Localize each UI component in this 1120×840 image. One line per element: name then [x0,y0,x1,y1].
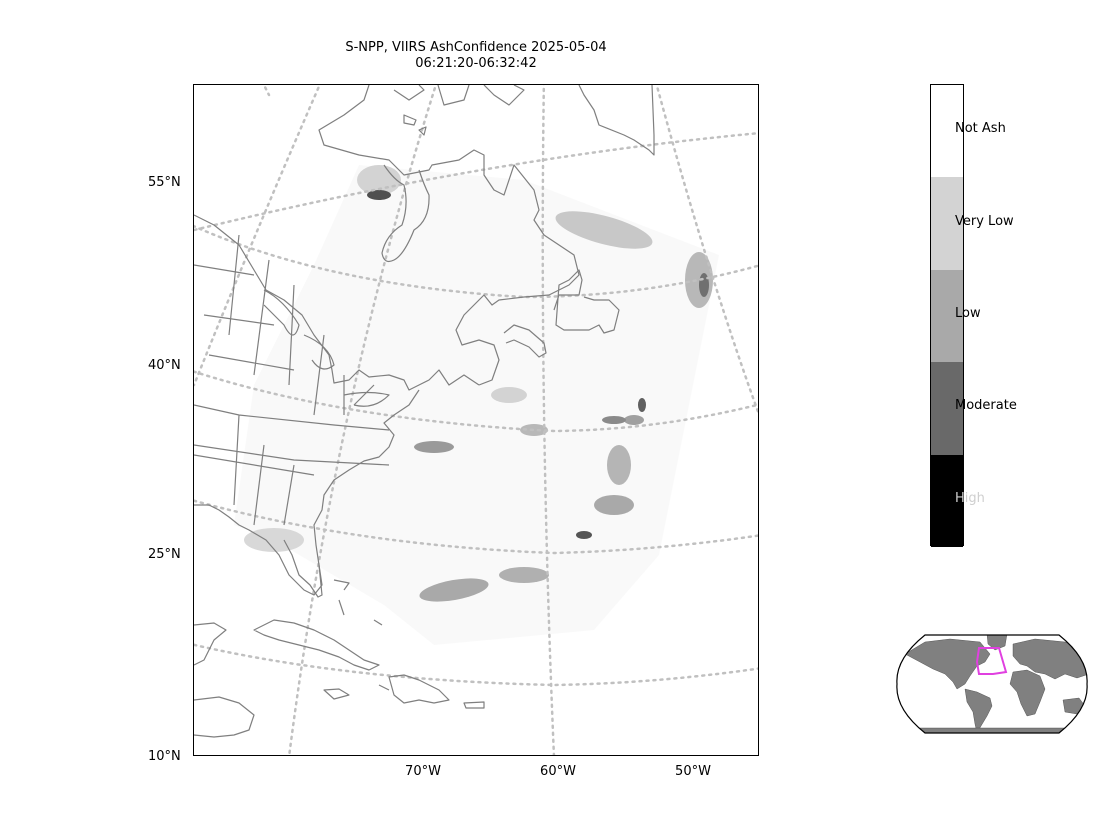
chart-title-line2: 06:21:20-06:32:42 [415,56,537,71]
ash-patch [594,495,634,515]
lon-label-70w: 70°W [405,764,441,779]
lat-label-55n: 55°N [148,175,181,190]
swath-footprint [234,165,719,645]
coastlines [194,85,655,738]
colorbar-label-very-low: Very Low [955,214,1014,229]
ash-patch [499,567,549,583]
parallel-line [194,643,758,687]
colorbar-segment-not-ash [931,85,963,178]
colorbar-label-low: Low [955,306,981,321]
coastline-labrador [318,85,580,386]
globe-land [896,635,1088,733]
colorbar-segment-low [931,269,963,363]
land-south-america [964,688,993,733]
coastline-us-east [194,214,480,391]
meridian-line [541,85,556,755]
lat-label-25n: 25°N [148,547,181,562]
colorbar-segment-moderate [931,362,963,455]
region-extent-box [975,647,1008,675]
ash-patch [244,528,304,552]
lon-label-50w: 50°W [675,764,711,779]
meridian-line [287,85,438,755]
coastline-us-mid-atlantic [194,389,420,596]
ash-patch [414,441,454,453]
colorbar [930,84,964,547]
ash-swath-layer [234,165,719,645]
ash-patch [607,445,631,485]
coastline-puerto-rico [463,701,485,709]
parallel-line [194,370,758,433]
land-africa [1009,669,1046,717]
map-canvas [194,85,758,755]
coastline-central-america [194,622,255,738]
ash-patch [576,531,592,539]
meridian-line [194,85,321,387]
ash-patch [555,211,653,249]
ash-patch [367,190,391,200]
coastline-newfoundland [553,269,620,334]
land-north-america [904,638,991,690]
ash-patch [699,273,709,297]
lat-label-40n: 40°N [148,358,181,373]
ash-patch [685,252,713,308]
colorbar-segment-very-low [931,177,963,270]
coastline-great-lakes [263,289,390,407]
coastline-greenland-south [578,85,655,156]
map-panel [193,84,759,756]
globe-outline [896,634,1088,734]
colorbar-segment-high [931,454,963,547]
parallel-line [194,131,758,232]
lat-label-10n: 10°N [148,749,181,764]
locator-inset [895,634,1089,734]
colorbar-label-not-ash: Not Ash [955,121,1006,136]
coastline-james-bay [381,164,430,263]
ash-patch [419,578,489,602]
meridian-line [655,85,758,416]
lon-label-60w: 60°W [540,764,576,779]
ash-patch [624,415,644,425]
coastline-jamaica [323,688,350,700]
parallel-line [194,224,758,299]
graticule [194,85,758,755]
coastline-bahamas [333,579,390,691]
coastline-arctic-islands [393,85,525,136]
parallel-line [194,499,758,555]
coastline-cuba [253,619,380,671]
colorbar-label-high: High [955,491,985,506]
ash-patch [602,416,626,424]
coastline-florida [283,539,323,598]
ash-patch [638,398,646,412]
ash-patch [491,387,527,403]
meridian-line [262,85,271,97]
colorbar-label-moderate: Moderate [955,398,1017,413]
locator-globe [896,634,1088,734]
chart-title-line1: S-NPP, VIIRS AshConfidence 2025-05-04 [345,40,607,55]
coastline-nova-scotia [503,324,547,358]
coastline-hispaniola [388,674,450,704]
